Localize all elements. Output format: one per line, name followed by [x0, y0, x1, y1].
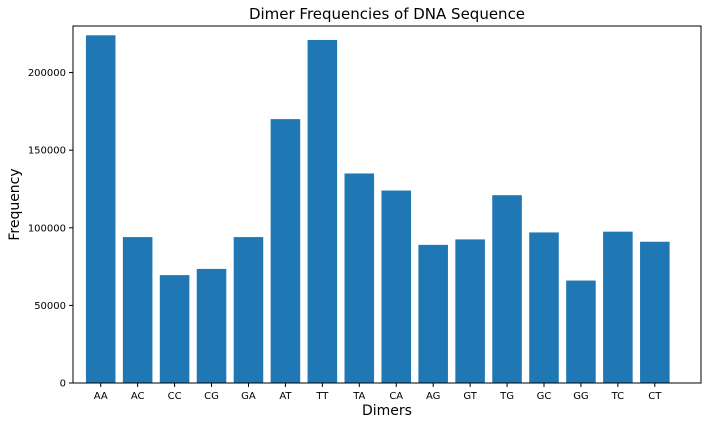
y-tick-label-200000: 200000	[28, 68, 66, 79]
bar-AC	[122, 237, 153, 383]
x-tick-label-TT: TT	[315, 391, 329, 402]
x-tick-label-TG: TG	[499, 391, 514, 402]
y-tick-label-100000: 100000	[28, 223, 66, 234]
x-tick-label-CT: CT	[648, 391, 662, 402]
bar-TA	[344, 173, 375, 383]
bar-GT	[455, 239, 485, 383]
y-tick-label-0: 0	[60, 379, 66, 390]
x-tick-label-GT: GT	[463, 391, 477, 402]
bar-TG	[492, 195, 522, 383]
y-tick-label-50000: 50000	[34, 301, 66, 312]
x-tick-label-CC: CC	[168, 391, 182, 402]
bar-AT	[270, 119, 301, 383]
bar-TC	[603, 231, 633, 383]
plot-area	[85, 35, 670, 384]
x-tick-label-CA: CA	[389, 391, 403, 402]
x-tick-label-GC: GC	[537, 391, 552, 402]
bar-CC	[159, 275, 190, 383]
bar-AA	[85, 35, 116, 384]
x-tick-label-TC: TC	[611, 391, 625, 402]
x-tick-label-CG: CG	[204, 391, 219, 402]
y-axis: 0 50000 100000 150000 200000	[28, 68, 73, 390]
x-axis: AA AC CC CG GA AT TT TA CA AG GT TG GC GG TC CT	[94, 383, 662, 402]
bar-AG	[418, 244, 448, 383]
chart-title: Dimer Frequencies of DNA Sequence	[249, 5, 525, 23]
x-tick-label-AG: AG	[426, 391, 440, 402]
x-tick-label-AT: AT	[279, 391, 292, 402]
bar-CT	[640, 241, 670, 383]
bar-GA	[233, 237, 264, 383]
bar-CG	[196, 268, 227, 383]
y-tick-label-150000: 150000	[28, 146, 66, 157]
bar-GG	[566, 280, 596, 383]
bar-CA	[381, 190, 412, 383]
bar-GC	[529, 232, 559, 383]
x-tick-label-GA: GA	[241, 391, 256, 402]
x-axis-label: Dimers	[362, 403, 412, 419]
bar-TT	[307, 39, 338, 383]
y-axis-label: Frequency	[7, 168, 23, 240]
plot-frame	[72, 25, 702, 384]
x-tick-label-TA: TA	[352, 391, 365, 402]
x-tick-label-AC: AC	[131, 391, 145, 402]
x-tick-label-AA: AA	[94, 391, 108, 402]
x-tick-label-GG: GG	[573, 391, 589, 402]
